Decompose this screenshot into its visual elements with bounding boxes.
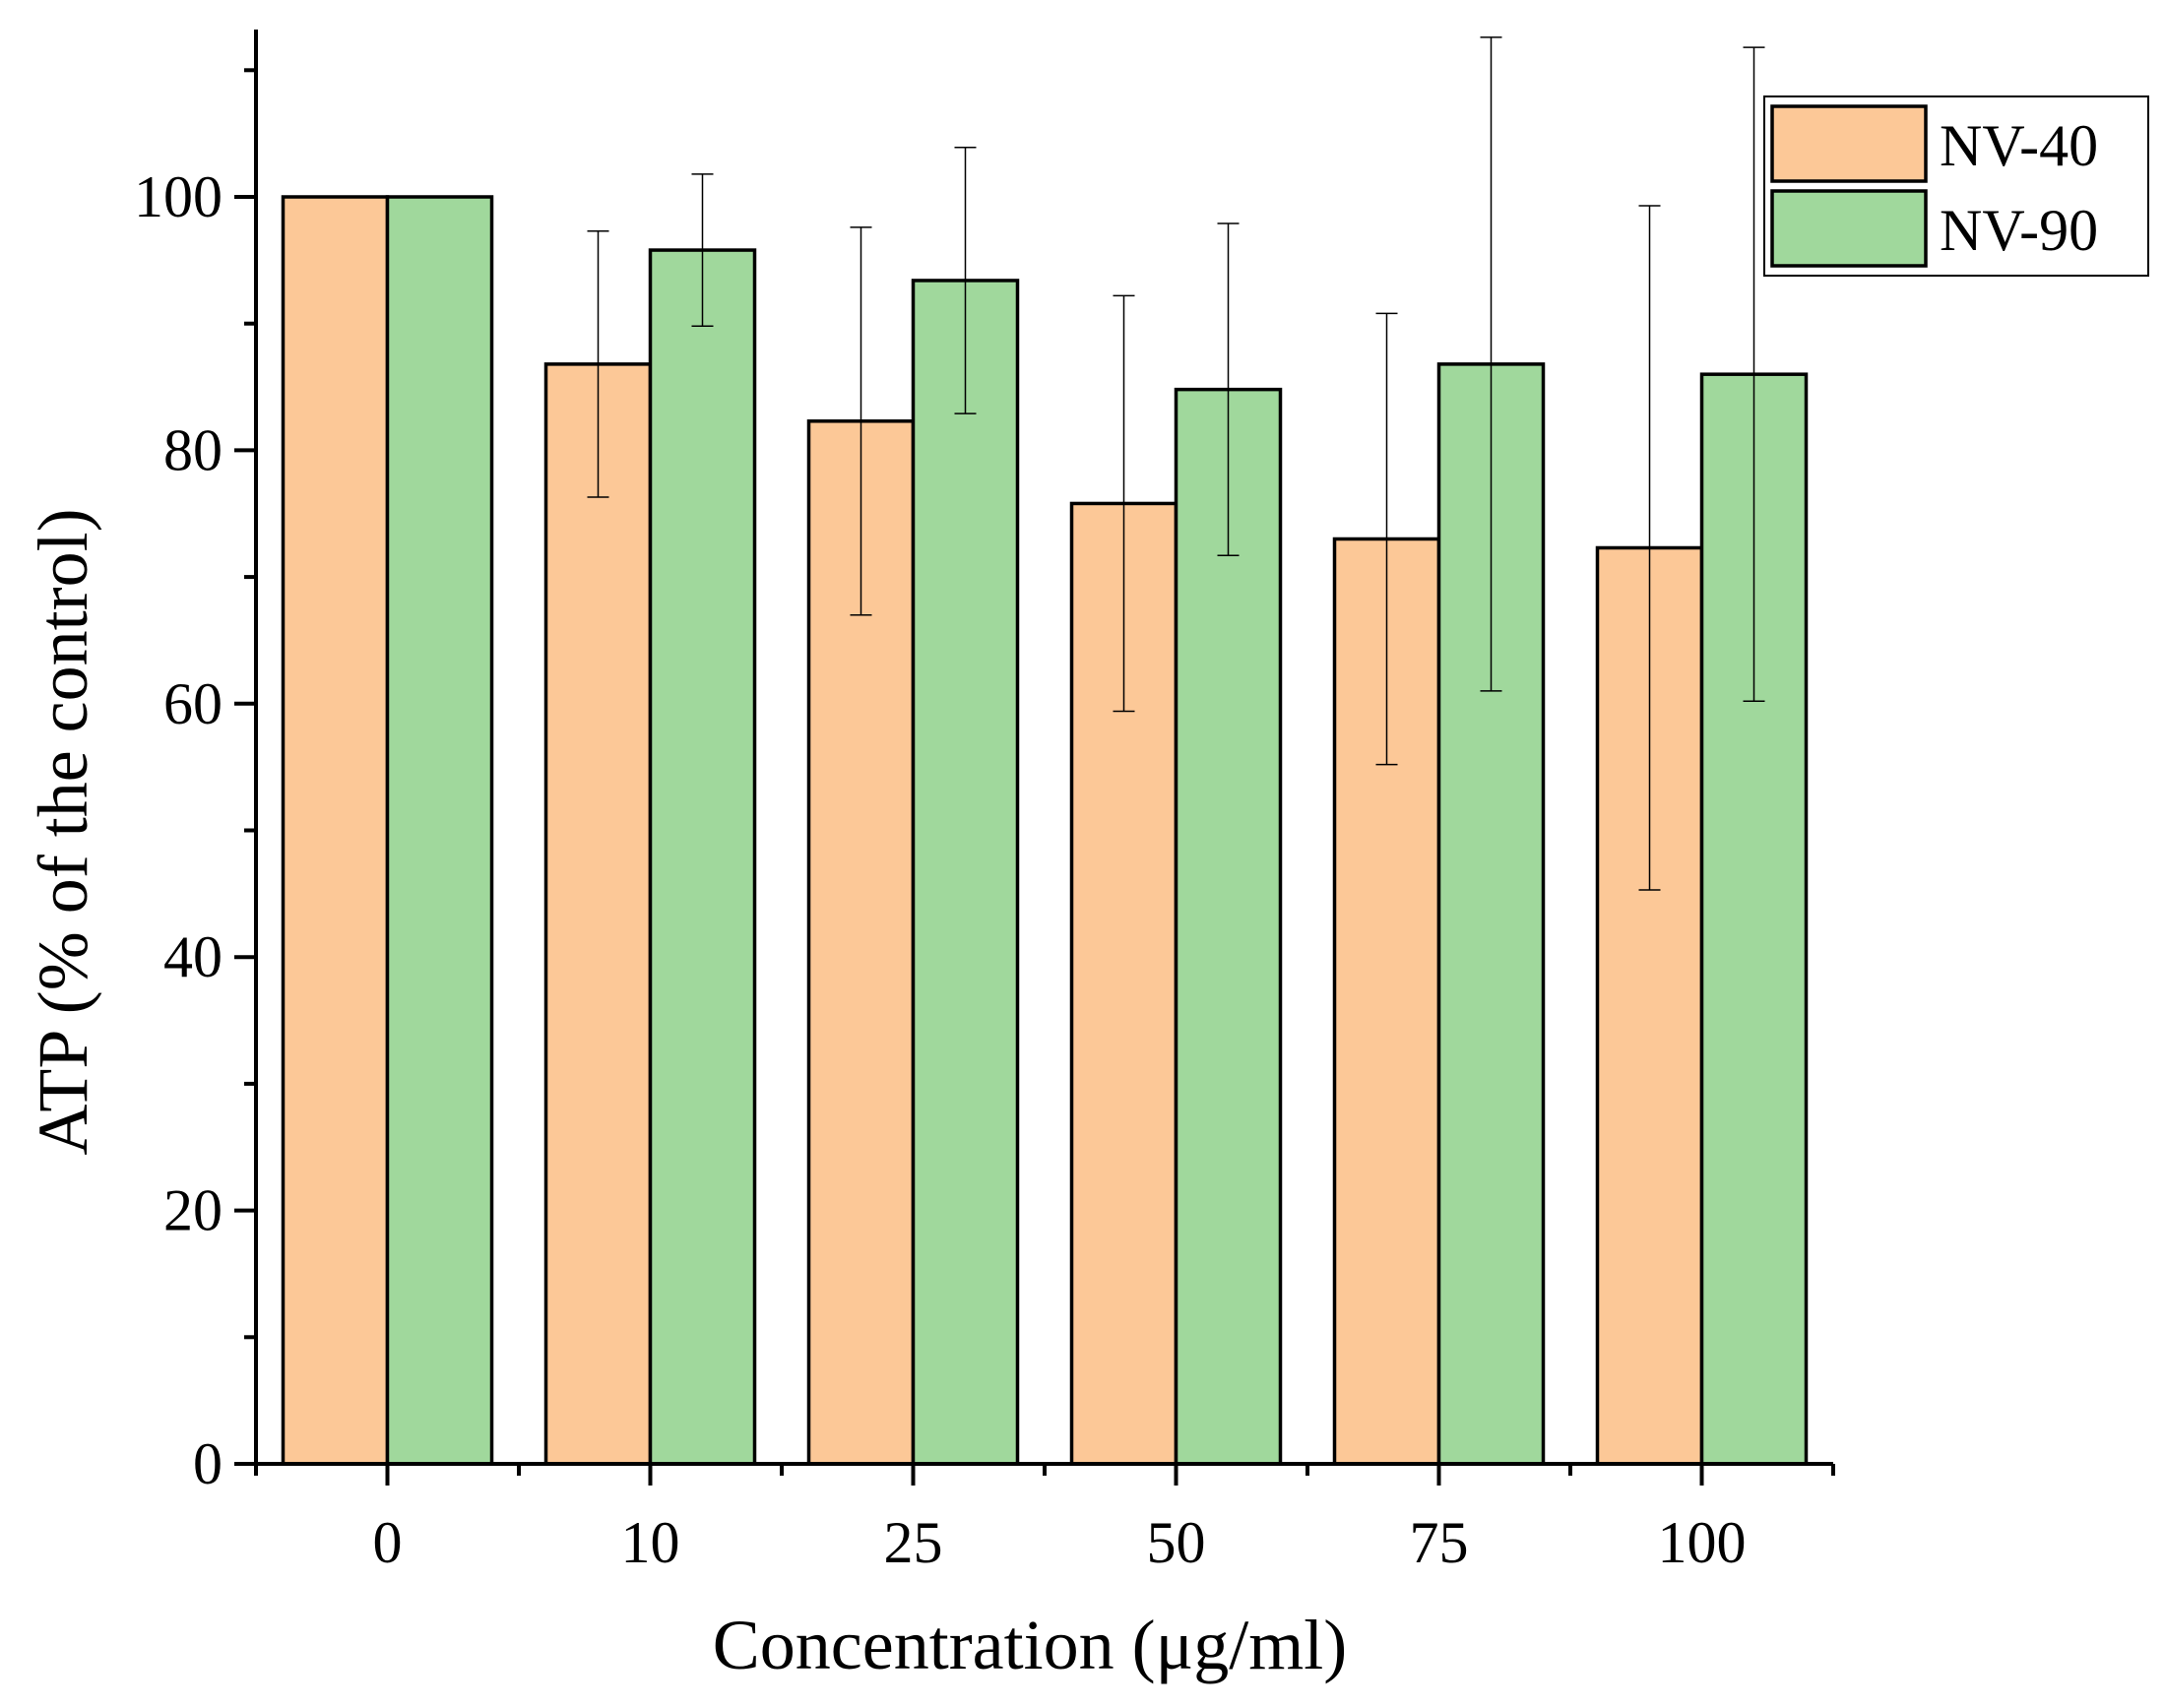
error-bar-nv-40-75: [1375, 312, 1398, 766]
x-tick-label-50: 50: [1147, 1510, 1206, 1575]
error-bar-nv-90-75: [1480, 36, 1502, 692]
x-axis-title: Concentration (μg/ml): [713, 1606, 1347, 1684]
y-tick-label-100: 100: [134, 164, 223, 229]
x-tick-label-25: 25: [884, 1510, 943, 1575]
y-tick-label-20: 20: [163, 1178, 223, 1243]
x-tick-labels: 0 10 25 50 75 100: [373, 1510, 1747, 1575]
bars-layer: [281, 195, 1809, 1466]
y-tick-label-80: 80: [163, 417, 223, 482]
x-tick-label-10: 10: [621, 1510, 680, 1575]
bar-nv-90-0: [385, 195, 494, 1466]
error-bar-nv-90-25: [954, 147, 977, 414]
error-bar-nv-40-10: [587, 229, 609, 498]
x-tick-label-100: 100: [1658, 1510, 1747, 1575]
axes: [234, 30, 1835, 1486]
y-tick-label-60: 60: [163, 671, 223, 736]
y-tick-labels: 0 20 40 60 80 100: [134, 164, 223, 1496]
error-bar-nv-90-50: [1217, 222, 1240, 556]
error-bar-nv-90-100: [1743, 46, 1765, 702]
bar-nv-90-10: [648, 248, 757, 1466]
error-bar-nv-90-10: [691, 173, 714, 328]
error-bars-layer: [587, 36, 1765, 891]
x-tick-label-0: 0: [373, 1510, 403, 1575]
legend-label-nv-40: NV-40: [1940, 113, 2098, 178]
y-tick-label-40: 40: [163, 924, 223, 989]
x-tick-label-75: 75: [1410, 1510, 1469, 1575]
error-bar-nv-40-100: [1638, 205, 1661, 891]
bar-nv-40-0: [281, 195, 390, 1466]
error-bar-nv-40-50: [1113, 294, 1135, 713]
bar-nv-40-10: [543, 362, 653, 1466]
y-tick-label-0: 0: [193, 1431, 223, 1496]
y-axis-title: ATP (% of the control): [24, 508, 102, 1155]
legend-swatch-nv-90: [1770, 189, 1928, 268]
legend-label-nv-90: NV-90: [1940, 198, 2098, 263]
legend: NV-40 NV-90: [1763, 95, 2149, 277]
legend-swatch-nv-40: [1770, 104, 1928, 183]
bar-nv-90-25: [911, 279, 1020, 1466]
error-bar-nv-40-25: [850, 226, 872, 616]
